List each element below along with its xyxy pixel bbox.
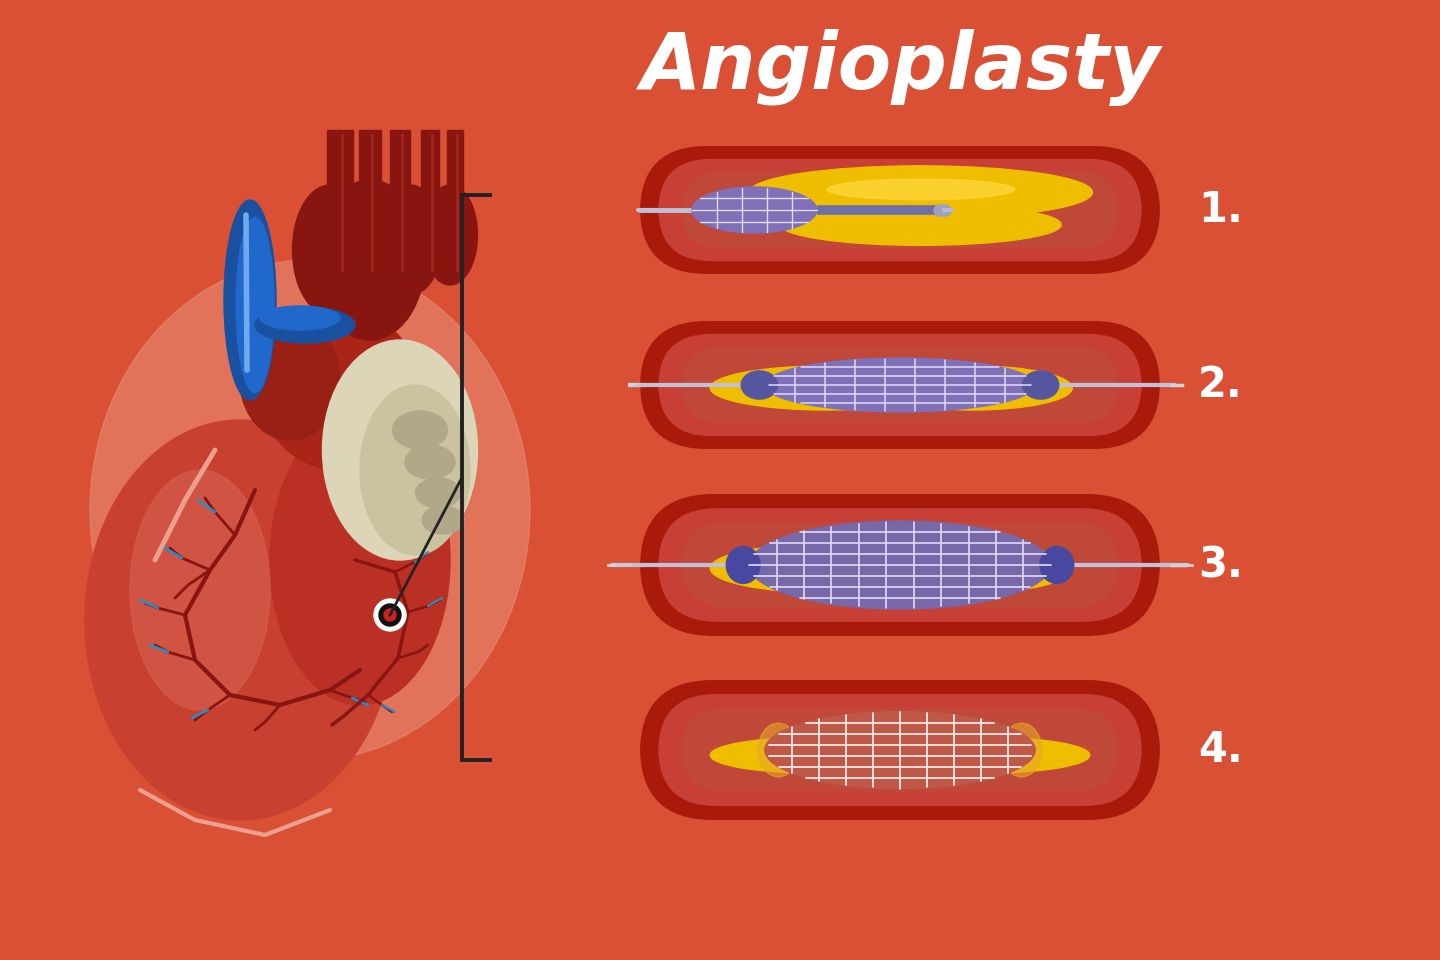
Ellipse shape [422, 185, 478, 285]
Ellipse shape [749, 521, 1051, 609]
Ellipse shape [710, 543, 945, 592]
Ellipse shape [710, 737, 913, 773]
Ellipse shape [827, 180, 1014, 200]
Ellipse shape [873, 543, 1073, 592]
Ellipse shape [946, 740, 1031, 754]
Ellipse shape [773, 549, 881, 568]
Ellipse shape [85, 420, 395, 820]
FancyBboxPatch shape [681, 172, 1119, 249]
FancyBboxPatch shape [681, 347, 1119, 423]
Ellipse shape [780, 204, 1061, 246]
Ellipse shape [749, 166, 1093, 219]
FancyBboxPatch shape [639, 680, 1161, 820]
Ellipse shape [323, 340, 478, 560]
Ellipse shape [360, 385, 469, 555]
FancyBboxPatch shape [658, 334, 1142, 436]
Ellipse shape [757, 723, 799, 777]
Text: 3.: 3. [1198, 544, 1243, 586]
Ellipse shape [236, 218, 274, 393]
Text: 2.: 2. [1198, 364, 1243, 406]
Ellipse shape [726, 546, 760, 584]
Circle shape [379, 604, 400, 626]
Ellipse shape [89, 260, 530, 760]
Text: 4.: 4. [1198, 729, 1243, 771]
Ellipse shape [416, 478, 461, 508]
Ellipse shape [1040, 546, 1074, 584]
Ellipse shape [773, 371, 881, 388]
FancyBboxPatch shape [658, 508, 1142, 622]
Circle shape [384, 609, 396, 621]
Ellipse shape [292, 185, 367, 315]
Ellipse shape [315, 180, 425, 340]
Ellipse shape [887, 737, 1090, 773]
Ellipse shape [1022, 371, 1058, 399]
Ellipse shape [240, 320, 340, 440]
Ellipse shape [422, 506, 464, 534]
Ellipse shape [765, 711, 1035, 788]
Ellipse shape [926, 549, 1020, 568]
Bar [359, 130, 382, 275]
Ellipse shape [271, 415, 449, 705]
FancyBboxPatch shape [658, 694, 1142, 806]
Ellipse shape [225, 200, 276, 400]
FancyBboxPatch shape [639, 146, 1161, 274]
FancyBboxPatch shape [639, 494, 1161, 636]
FancyBboxPatch shape [681, 522, 1119, 608]
Ellipse shape [261, 310, 420, 470]
Ellipse shape [742, 371, 778, 399]
Ellipse shape [377, 185, 442, 295]
Bar [327, 130, 353, 275]
Bar [390, 130, 410, 275]
FancyBboxPatch shape [658, 158, 1142, 261]
Bar [420, 130, 439, 275]
Ellipse shape [769, 740, 854, 754]
FancyBboxPatch shape [681, 708, 1119, 792]
Ellipse shape [926, 371, 1020, 388]
Ellipse shape [765, 358, 1035, 412]
Ellipse shape [261, 306, 340, 330]
FancyBboxPatch shape [639, 321, 1161, 449]
Text: Angioplasty: Angioplasty [639, 30, 1161, 107]
Ellipse shape [255, 307, 356, 343]
Circle shape [374, 599, 406, 631]
Ellipse shape [710, 366, 945, 410]
Bar [446, 130, 464, 275]
Ellipse shape [873, 366, 1073, 410]
Ellipse shape [393, 411, 448, 449]
Ellipse shape [130, 470, 271, 710]
Ellipse shape [405, 445, 455, 479]
Ellipse shape [1001, 723, 1043, 777]
Ellipse shape [693, 187, 816, 233]
Text: 1.: 1. [1198, 189, 1243, 231]
